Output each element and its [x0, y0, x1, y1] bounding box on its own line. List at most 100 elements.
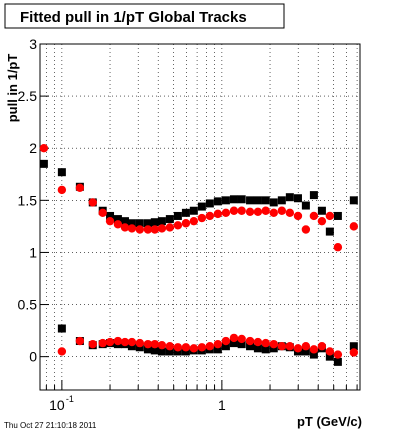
point	[253, 337, 263, 347]
point	[150, 346, 159, 355]
point	[309, 191, 318, 200]
point	[221, 342, 230, 351]
point	[253, 344, 262, 353]
point	[173, 211, 182, 220]
point	[349, 196, 358, 205]
point	[301, 347, 310, 356]
point	[120, 217, 129, 226]
point	[157, 217, 166, 226]
point	[150, 225, 160, 234]
point	[301, 342, 311, 351]
point	[325, 227, 334, 236]
point	[245, 207, 255, 216]
y-tick-label: 0	[29, 349, 37, 365]
point	[325, 352, 334, 361]
point	[165, 223, 175, 232]
point	[157, 347, 166, 356]
series	[39, 159, 358, 236]
point	[269, 339, 278, 349]
point	[181, 208, 190, 217]
point	[213, 209, 223, 219]
point	[205, 211, 215, 221]
point	[261, 196, 270, 205]
point	[333, 357, 342, 366]
point	[143, 219, 152, 228]
point	[165, 215, 174, 224]
point	[127, 219, 136, 228]
point	[157, 340, 167, 350]
point	[181, 219, 191, 228]
point	[309, 345, 319, 354]
point	[57, 324, 66, 333]
point	[181, 343, 191, 352]
point	[57, 168, 66, 177]
point	[105, 216, 115, 226]
point	[127, 337, 137, 347]
point	[150, 218, 159, 227]
y-tick-label: 0.5	[18, 297, 38, 313]
x-tick-label: 1	[218, 397, 226, 413]
point	[165, 347, 174, 356]
point	[261, 338, 270, 348]
point	[317, 206, 326, 215]
point	[143, 225, 153, 234]
point	[113, 336, 123, 346]
point	[237, 206, 246, 215]
point	[285, 342, 295, 351]
point	[253, 207, 263, 216]
point	[205, 342, 215, 351]
point	[301, 225, 311, 234]
point	[333, 243, 343, 252]
point	[261, 206, 270, 215]
point	[221, 196, 230, 205]
point	[213, 197, 222, 206]
point	[57, 347, 67, 356]
y-tick-label: 1.5	[18, 192, 38, 208]
point	[333, 211, 342, 220]
point	[285, 208, 295, 218]
point	[277, 206, 287, 215]
y-tick-label: 3	[29, 36, 37, 52]
point	[39, 144, 49, 153]
y-axis-label: pull in 1/pT	[5, 54, 20, 123]
point	[269, 198, 278, 207]
point	[349, 222, 359, 231]
point	[143, 345, 152, 354]
point	[39, 159, 48, 168]
point	[98, 338, 107, 348]
point	[173, 343, 183, 352]
point	[213, 345, 222, 354]
point	[349, 342, 358, 351]
point	[189, 216, 199, 226]
point	[229, 333, 239, 343]
point	[88, 198, 97, 207]
point	[253, 196, 262, 205]
point	[237, 334, 246, 344]
point	[135, 225, 145, 234]
point	[135, 219, 144, 228]
point	[325, 211, 335, 221]
series	[57, 333, 359, 359]
point	[221, 208, 231, 218]
point	[325, 347, 335, 356]
point	[277, 196, 286, 205]
point	[88, 339, 97, 349]
point	[105, 337, 115, 347]
point	[293, 344, 303, 353]
point	[301, 201, 310, 210]
point	[173, 221, 183, 230]
point	[197, 213, 207, 223]
y-tick-label: 1	[29, 244, 37, 260]
footer: Thu Oct 27 21:10:18 2011	[4, 421, 97, 430]
x-tick-label: 10	[49, 397, 65, 413]
x-axis-label: pT (GeV/c)	[297, 414, 362, 429]
point	[237, 340, 246, 349]
point	[309, 211, 319, 221]
y-tick-label: 2.5	[18, 88, 38, 104]
point	[317, 342, 327, 351]
point	[213, 339, 223, 349]
series	[39, 144, 359, 252]
point	[57, 185, 67, 195]
title-box	[4, 3, 285, 29]
